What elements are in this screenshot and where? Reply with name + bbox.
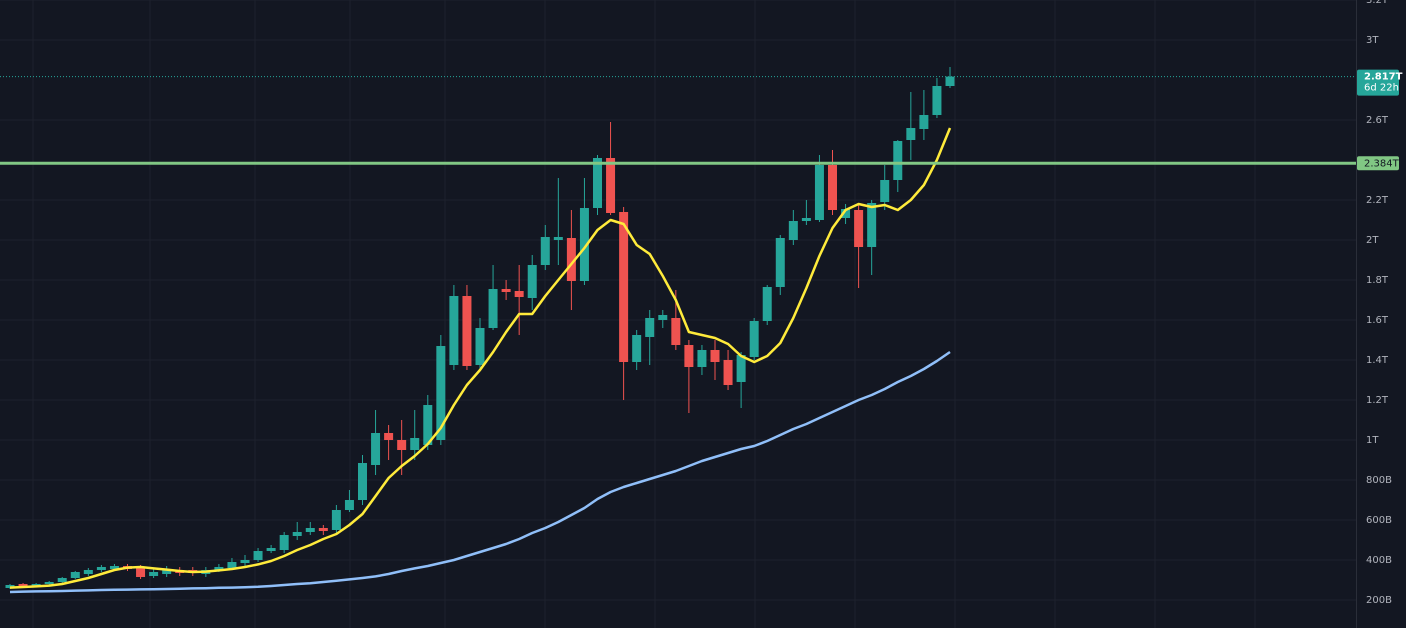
candle-body xyxy=(697,350,707,367)
level-label-box xyxy=(1357,156,1399,171)
candle-body xyxy=(658,315,668,320)
y-tick-label: 1.6T xyxy=(1366,315,1389,326)
candle-body xyxy=(814,165,824,220)
candle-body xyxy=(710,350,720,362)
candle-body xyxy=(593,158,602,208)
candle-body xyxy=(854,210,864,247)
y-tick-label: 3T xyxy=(1366,35,1379,46)
candle-body xyxy=(292,532,302,536)
candle-body xyxy=(462,296,472,366)
candle-body xyxy=(227,562,237,568)
last-price-box xyxy=(1357,69,1399,96)
candle-body xyxy=(919,115,929,129)
candle-body xyxy=(671,318,681,345)
candle-body xyxy=(331,510,341,530)
y-tick-label: 1.4T xyxy=(1366,355,1389,366)
candle-body xyxy=(266,548,276,551)
candle-body xyxy=(801,218,811,221)
candle-body xyxy=(436,346,446,440)
candle-body xyxy=(723,360,733,385)
candle-body xyxy=(18,584,28,586)
candle-body xyxy=(566,238,576,281)
candle-body xyxy=(632,335,642,362)
candle-body xyxy=(514,291,524,297)
candle-body xyxy=(527,265,537,298)
candle-body xyxy=(606,158,616,213)
candle-body xyxy=(449,296,459,365)
y-tick-label: 600B xyxy=(1366,515,1392,526)
candle-body xyxy=(109,566,119,569)
candle-body xyxy=(540,237,550,265)
y-tick-label: 1.2T xyxy=(1366,395,1389,406)
candle-body xyxy=(880,180,890,202)
candle-body xyxy=(240,560,250,563)
candle-body xyxy=(83,570,93,574)
candle-body xyxy=(214,567,224,570)
candle-body xyxy=(906,128,916,140)
candle-body xyxy=(149,572,159,576)
candle-body xyxy=(788,221,798,240)
candle-body xyxy=(70,572,80,578)
candle-body xyxy=(867,203,877,247)
countdown-label: 6d 22h xyxy=(1364,83,1399,94)
y-tick-label: 3.2T xyxy=(1366,0,1389,6)
y-tick-label: 200B xyxy=(1366,595,1392,606)
candle-body xyxy=(488,289,498,328)
candle-body xyxy=(423,405,433,445)
y-tick-label: 1.8T xyxy=(1366,275,1389,286)
y-tick-label: 400B xyxy=(1366,555,1392,566)
candle-body xyxy=(279,535,289,550)
candle-body xyxy=(841,209,851,218)
y-tick-label: 800B xyxy=(1366,475,1392,486)
candle-body xyxy=(358,463,367,500)
candle-body xyxy=(253,551,263,560)
candle-body xyxy=(501,289,511,292)
candle-body xyxy=(371,433,381,465)
candle-body xyxy=(945,76,955,86)
candle-body xyxy=(31,584,41,586)
y-tick-label: 2.2T xyxy=(1366,195,1389,206)
candle-body xyxy=(96,567,106,570)
candle-body xyxy=(645,318,655,337)
y-tick-label: 2.6T xyxy=(1366,115,1389,126)
candle-body xyxy=(57,578,67,582)
candle-body xyxy=(553,237,563,240)
y-tick-label: 2T xyxy=(1366,235,1379,246)
candle-body xyxy=(775,238,785,287)
candle-body xyxy=(749,321,759,357)
candle-body xyxy=(619,212,629,362)
candle-body xyxy=(932,86,942,115)
y-tick-label: 1T xyxy=(1366,435,1379,446)
level-label: 2.384T xyxy=(1364,159,1400,170)
moving-average-line xyxy=(9,127,952,589)
candle-body xyxy=(162,570,172,574)
moving-average-line xyxy=(9,350,951,594)
candle-body xyxy=(579,208,589,281)
candle-body xyxy=(828,165,837,210)
candle-body xyxy=(893,141,903,180)
candle-body xyxy=(136,567,146,577)
candle-body xyxy=(475,328,485,365)
candle-body xyxy=(762,287,772,321)
candle-body xyxy=(44,582,54,584)
candle-body xyxy=(410,438,420,450)
candle-body xyxy=(318,528,328,531)
last-price-label: 2.817T xyxy=(1364,72,1403,83)
candle-body xyxy=(384,433,394,440)
time-grid xyxy=(32,0,1256,628)
candle-body xyxy=(684,345,694,367)
candle-body xyxy=(397,440,407,450)
candle-body xyxy=(305,528,315,532)
candle-body xyxy=(344,500,354,510)
candle-body xyxy=(736,355,746,382)
